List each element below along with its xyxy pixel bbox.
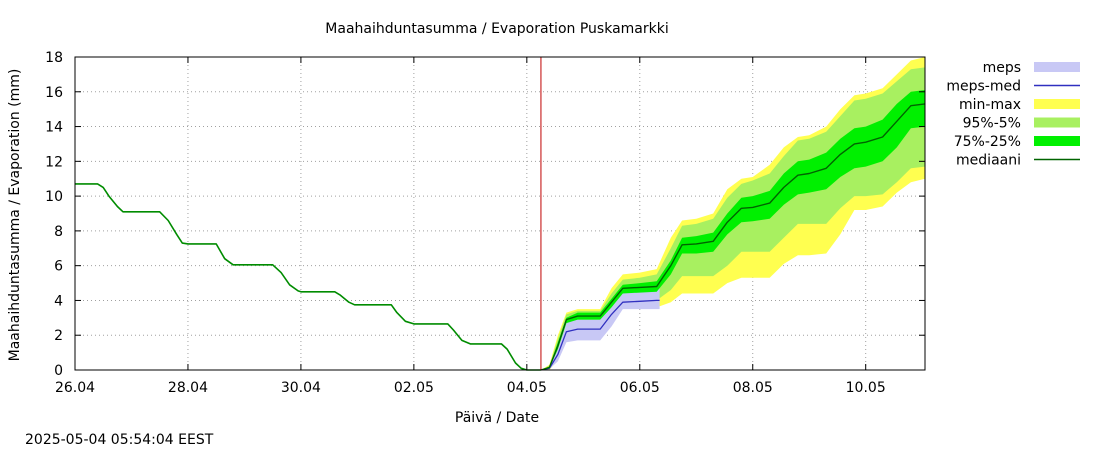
- y-tick-label: 6: [54, 259, 63, 275]
- legend: meps meps-med min-max 95%-5% 75%-25% mediaani: [946, 60, 1080, 169]
- y-tick-label: 2: [54, 328, 63, 344]
- y-tick-label: 18: [45, 50, 63, 66]
- y-tick-label: 10: [45, 189, 63, 205]
- x-axis-label: Päivä / Date: [455, 410, 539, 426]
- y-tick-label: 8: [54, 224, 63, 240]
- x-tick-label: 10.05: [846, 380, 886, 396]
- chart-title: Maahaihduntasumma / Evaporation Puskamar…: [325, 21, 668, 37]
- axes: [74, 56, 926, 371]
- y-tick-label: 12: [45, 154, 63, 170]
- series-meps-med: [540, 299, 660, 371]
- y-tick-label: 4: [54, 293, 63, 309]
- x-tick-label: 04.05: [507, 380, 547, 396]
- legend-label-p95_p5: 95%-5%: [963, 116, 1021, 132]
- x-tick-label: 26.04: [55, 380, 95, 396]
- series-observed: [75, 183, 541, 371]
- y-axis-label: Maahaihduntasumma / Evaporation (mm): [7, 69, 23, 362]
- legend-label-meps_med: meps-med: [946, 79, 1021, 95]
- y-tick-label: 14: [45, 120, 63, 136]
- x-tick-label: 06.05: [620, 380, 660, 396]
- x-tick-label: 28.04: [168, 380, 208, 396]
- series-mediaani: [540, 103, 926, 371]
- timestamp: 2025-05-04 05:54:04 EEST: [25, 432, 214, 448]
- legend-swatch-p95_p5: [1034, 117, 1080, 128]
- x-tick-labels: 26.04 28.04 30.04 02.05 04.05 06.05 08.05 10.05: [55, 380, 886, 396]
- forecast-bands: [540, 57, 925, 371]
- x-tick-label: 02.05: [394, 380, 434, 396]
- legend-swatch-p75_p25: [1034, 136, 1080, 146]
- x-tick-label: 08.05: [733, 380, 773, 396]
- legend-swatch-meps: [1034, 62, 1080, 72]
- y-tick-labels: 0 2 4 6 8 10 12 14 16 18: [45, 50, 63, 379]
- legend-label-meps: meps: [983, 60, 1021, 76]
- series-lines: [75, 57, 926, 371]
- legend-label-mediaani: mediaani: [956, 153, 1021, 169]
- x-tick-label: 30.04: [281, 380, 321, 396]
- band-75-25: [540, 90, 925, 370]
- legend-label-min_max: min-max: [959, 97, 1021, 113]
- legend-label-p75_p25: 75%-25%: [954, 134, 1021, 150]
- legend-swatch-min_max: [1034, 99, 1080, 109]
- plot-frame: [74, 56, 926, 371]
- y-tick-label: 0: [54, 363, 63, 379]
- y-tick-label: 16: [45, 85, 63, 101]
